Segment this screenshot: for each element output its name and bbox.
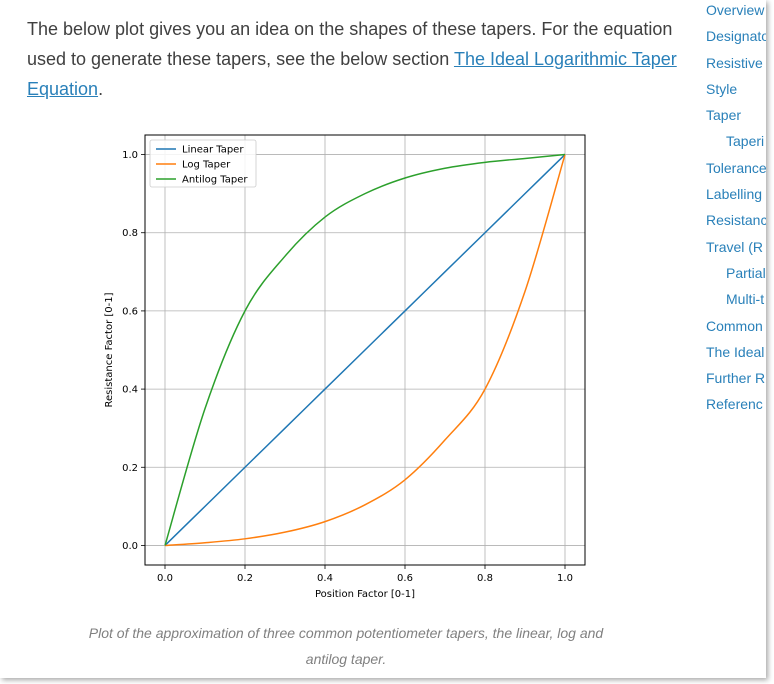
toc-item[interactable]: Taper: [706, 107, 742, 124]
series-line-2: [164, 153, 566, 546]
intro-text: The below plot gives you an idea on the …: [27, 19, 673, 69]
legend-entry: Antilog Taper: [182, 175, 248, 186]
x-tick-label: 0.4: [317, 573, 333, 584]
legend: Linear Taper Log Taper Antilog Taper: [149, 139, 257, 188]
x-tick-label: 0.0: [157, 573, 173, 584]
x-tick-label: 0.6: [397, 573, 413, 584]
toc-item[interactable]: Overview: [706, 2, 765, 18]
x-tick-label: 1.0: [557, 573, 573, 584]
plot-frame: [144, 134, 586, 566]
table-of-contents: Overview Designato Resistive Style Taper Tape…: [706, 0, 766, 418]
toc-item[interactable]: Referenc: [706, 396, 763, 413]
series-lines: [164, 153, 566, 547]
intro-text-end: .: [98, 79, 104, 99]
toc-item[interactable]: Travel (R: [706, 238, 764, 255]
grid: [145, 135, 585, 565]
toc-item[interactable]: The Ideal: [706, 343, 765, 360]
ideal-taper-equation-link[interactable]: The Ideal Logarithmic Taper Equation: [27, 49, 677, 99]
toc-item[interactable]: Resistanc: [706, 212, 766, 229]
toc-item[interactable]: Style: [706, 80, 738, 97]
toc-item[interactable]: Tolerance: [706, 159, 766, 176]
x-tick-label: 0.8: [477, 573, 493, 584]
y-axis-label: Resistance Factor [0-1]: [104, 292, 115, 407]
toc-item[interactable]: Taperi: [726, 133, 765, 150]
series-line-1: [164, 154, 566, 547]
y-tick-label: 0.6: [122, 306, 138, 317]
legend-box: [149, 139, 257, 188]
toc-item[interactable]: Further R: [706, 370, 766, 387]
toc-item[interactable]: Designato: [706, 28, 766, 45]
toc-item[interactable]: Partial: [726, 264, 766, 281]
axis-ticks: 0.0 0.2 0.4 0.6 0.8 1.0 0.0 0.2 0.4 0.6 0.8 1.0: [122, 150, 573, 584]
toc-item[interactable]: Resistive: [706, 54, 763, 71]
toc-item[interactable]: Common: [706, 317, 763, 334]
taper-plot: 0.0 0.2 0.4 0.6 0.8 1.0 0.0 0.2 0.4 0.6 0.8 1.0 Pos…: [104, 134, 586, 600]
series-line-0: [164, 154, 566, 546]
legend-entry: Log Taper: [182, 160, 231, 171]
figure-caption: Plot of the approximation of three commo…: [88, 625, 604, 667]
y-tick-label: 0.2: [122, 463, 138, 474]
y-tick-label: 0.0: [122, 541, 138, 552]
y-tick-label: 1.0: [122, 150, 138, 161]
x-tick-label: 0.2: [237, 573, 253, 584]
toc-item[interactable]: Multi-t: [726, 291, 765, 308]
legend-entry: Linear Taper: [182, 145, 244, 156]
toc-item[interactable]: Labelling: [706, 186, 763, 203]
x-axis-label: Position Factor [0-1]: [315, 589, 415, 600]
intro-paragraph: The below plot gives you an idea on the …: [27, 14, 677, 104]
y-tick-label: 0.8: [122, 228, 138, 239]
y-tick-label: 0.4: [122, 385, 138, 396]
